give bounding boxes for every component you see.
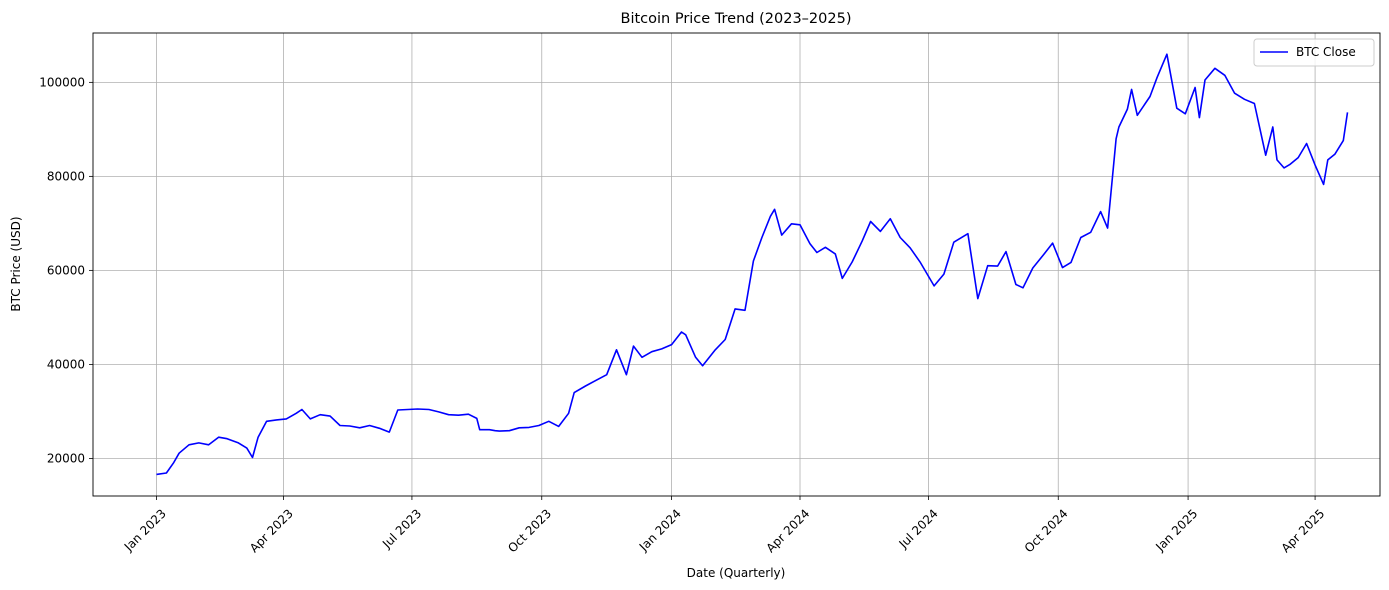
legend-label: BTC Close [1296,45,1356,59]
y-tick-label: 20000 [47,451,85,465]
grid [93,33,1380,496]
chart-title: Bitcoin Price Trend (2023–2025) [621,11,852,27]
legend-box [1253,38,1375,67]
y-axis-label: BTC Price (USD) [9,216,23,311]
legend: BTC Close [1253,38,1375,67]
x-axis-label: Date (Quarterly) [687,566,786,580]
y-tick-label: 100000 [39,75,85,89]
series-line-btc-close [156,53,1349,476]
y-axis-ticks: 20000 40000 60000 80000 100000 [39,75,93,465]
y-tick-label: 80000 [47,169,85,183]
y-tick-label: 40000 [47,357,85,371]
y-tick-label: 60000 [47,263,85,277]
series-layer [156,53,1349,476]
plot-area-frame [92,32,1381,497]
